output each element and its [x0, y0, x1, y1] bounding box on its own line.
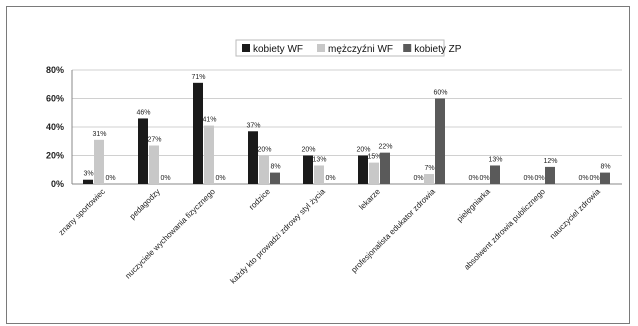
- bar: [314, 165, 324, 184]
- bar: [138, 118, 148, 184]
- x-tick-label: rodzice: [247, 187, 272, 212]
- data-label: 20%: [301, 147, 315, 154]
- legend-swatch: [317, 44, 325, 52]
- bar: [204, 125, 214, 184]
- x-tick-label: pedagodzy: [128, 187, 162, 221]
- data-label: 0%: [413, 175, 423, 182]
- x-tick-label: nauczyciel zdrowia: [548, 187, 602, 241]
- bar: [248, 131, 258, 184]
- x-tick-label: znany sportowiec: [57, 187, 107, 237]
- data-label: 8%: [270, 164, 280, 171]
- data-label: 37%: [246, 122, 260, 129]
- legend-box: [235, 39, 445, 57]
- y-tick-label: 80%: [46, 65, 64, 75]
- legend-label: kobiety ZP: [414, 44, 462, 55]
- data-label: 13%: [312, 156, 326, 163]
- bar: [424, 174, 434, 184]
- bar: [490, 165, 500, 184]
- bar: [545, 166, 555, 184]
- data-label: 60%: [433, 90, 447, 97]
- x-tick-label: nuczyciele wychowania fizycznego: [123, 187, 217, 281]
- data-label: 3%: [83, 171, 93, 178]
- data-label: 0%: [215, 175, 225, 182]
- y-tick-label: 20%: [46, 151, 64, 161]
- data-label: 71%: [191, 74, 205, 81]
- y-tick-label: 40%: [46, 122, 64, 132]
- legend-label: mężczyźni WF: [328, 44, 393, 55]
- data-label: 41%: [202, 117, 216, 124]
- bar: [600, 172, 610, 184]
- data-label: 15%: [367, 154, 381, 161]
- y-tick-label: 60%: [46, 94, 64, 104]
- bar: [94, 139, 104, 184]
- data-label: 8%: [600, 164, 610, 171]
- legend-swatch: [403, 44, 412, 52]
- data-label: 0%: [534, 175, 544, 182]
- data-label: 20%: [257, 147, 271, 154]
- data-label: 7%: [424, 165, 434, 172]
- bar: [193, 82, 203, 184]
- bar: [303, 155, 313, 184]
- bar: [259, 155, 269, 184]
- data-label: 0%: [589, 175, 599, 182]
- data-label: 13%: [488, 156, 502, 163]
- data-label: 46%: [136, 109, 150, 116]
- bar: [380, 152, 390, 184]
- legend-label: kobiety WF: [253, 44, 303, 55]
- data-label: 31%: [92, 131, 106, 138]
- x-tick-label: każdy kto prowadzi zdrowy styl życia: [228, 187, 327, 286]
- chart-frame: [6, 6, 630, 324]
- bar: [270, 172, 280, 184]
- bar: [149, 145, 159, 184]
- data-label: 27%: [147, 137, 161, 144]
- bar: [435, 98, 445, 184]
- data-label: 0%: [325, 175, 335, 182]
- legend-swatch: [242, 44, 250, 52]
- bar: [83, 179, 93, 184]
- data-label: 0%: [105, 175, 115, 182]
- x-tick-label: lekarze: [357, 187, 382, 212]
- data-label: 0%: [578, 175, 588, 182]
- data-label: 22%: [378, 144, 392, 151]
- data-label: 0%: [160, 175, 170, 182]
- data-label: 0%: [523, 175, 533, 182]
- x-tick-label: pielęgniarka: [455, 187, 492, 224]
- data-label: 12%: [543, 158, 557, 165]
- bar: [358, 155, 368, 184]
- data-label: 0%: [479, 175, 489, 182]
- data-label: 0%: [468, 175, 478, 182]
- bar: [369, 162, 379, 184]
- data-label: 20%: [356, 147, 370, 154]
- y-tick-label: 0%: [51, 179, 64, 189]
